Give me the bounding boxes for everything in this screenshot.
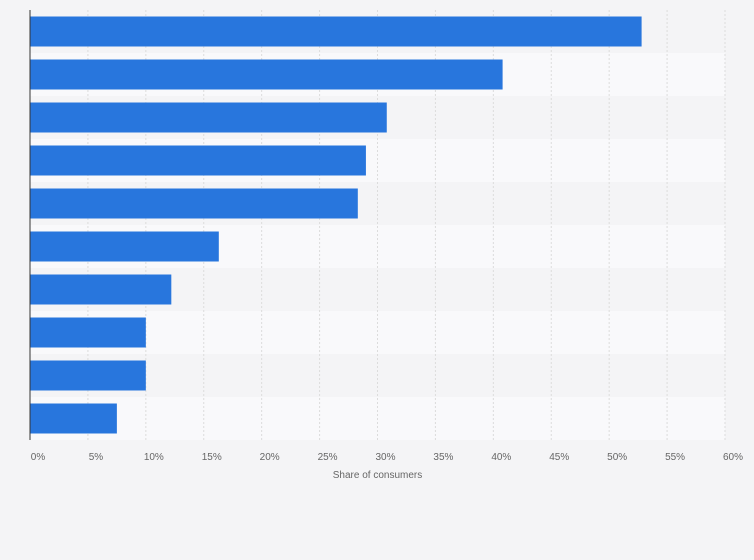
- x-tick-label: 55%: [665, 452, 685, 463]
- x-tick-label: 10%: [144, 452, 164, 463]
- bar: [30, 16, 642, 47]
- bar: [30, 274, 172, 305]
- x-tick-label: 0%: [31, 452, 46, 463]
- x-tick-label: 45%: [549, 452, 569, 463]
- bar: [30, 102, 387, 133]
- bars: [30, 16, 642, 434]
- x-tick-label: 15%: [202, 452, 222, 463]
- x-axis-title: Share of consumers: [333, 470, 423, 481]
- x-tick-label: 50%: [607, 452, 627, 463]
- x-tick-label: 30%: [375, 452, 395, 463]
- bar: [30, 403, 117, 434]
- x-tick-label: 40%: [491, 452, 511, 463]
- x-tick-label: 5%: [89, 452, 104, 463]
- bar: [30, 317, 146, 348]
- x-tick-label: 60%: [723, 452, 743, 463]
- bar: [30, 59, 503, 90]
- bar: [30, 188, 358, 219]
- bar: [30, 231, 219, 262]
- x-tick-label: 20%: [260, 452, 280, 463]
- x-tick-labels: 0% 5% 10% 15% 20% 25% 30% 35% 40% 45% 50% 55% 60%: [31, 452, 743, 463]
- bar: [30, 360, 146, 391]
- bar: [30, 145, 366, 176]
- x-tick-label: 25%: [318, 452, 338, 463]
- x-tick-label: 35%: [433, 452, 453, 463]
